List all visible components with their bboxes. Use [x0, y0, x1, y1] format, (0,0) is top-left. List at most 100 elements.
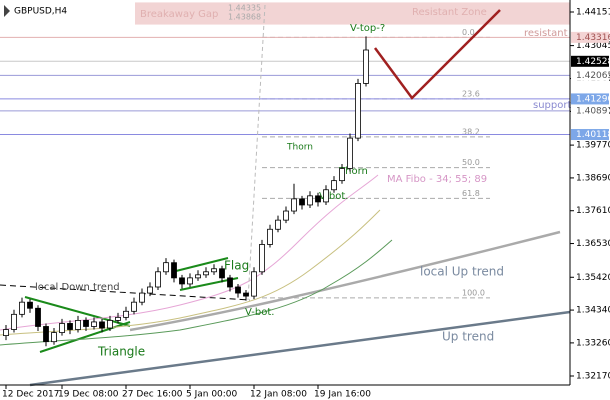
- y-tick-label: 1.32170: [576, 372, 610, 382]
- ma-89: [0, 239, 393, 346]
- zone-label: Breakaway Gap: [140, 9, 218, 20]
- up-trend-line: [29, 310, 571, 387]
- candle-body: [339, 168, 345, 182]
- fibo-label: 23.6: [462, 89, 480, 98]
- gap-zone: [135, 2, 570, 25]
- candle-body: [291, 198, 297, 212]
- candle-body: [355, 83, 361, 139]
- price-level-label: 1.42065: [576, 71, 610, 81]
- annotation: local Down trend: [35, 282, 120, 293]
- local-down-trend-line: [0, 284, 251, 301]
- local-up-trend-line: [129, 230, 561, 332]
- candle-body: [211, 268, 217, 273]
- price-level-label: 1.43316: [576, 33, 610, 43]
- projection-v: [373, 9, 501, 100]
- candle-body: [59, 323, 65, 333]
- candle-body: [107, 320, 113, 329]
- zone-label: Resistant Zone: [412, 7, 487, 18]
- candle-body: [283, 210, 289, 221]
- x-tick-label: 12 Jan 08:00: [250, 390, 307, 400]
- candle-body: [83, 320, 89, 327]
- candle-body: [11, 313, 17, 330]
- annotation: Thorn: [286, 143, 313, 153]
- gap-guide: [247, 4, 266, 301]
- candle-body: [267, 228, 273, 245]
- annotation: support: [533, 100, 571, 111]
- candle-body: [195, 274, 201, 279]
- candle-body: [299, 198, 305, 206]
- candle-body: [155, 271, 161, 288]
- price-level-label: 1.40897: [576, 106, 610, 116]
- candle-body: [163, 262, 169, 273]
- candle-body: [235, 286, 241, 294]
- candle-body: [251, 271, 257, 297]
- candle-body: [203, 271, 209, 276]
- candle-body: [259, 244, 265, 273]
- x-tick-label: 12 Dec 2017: [2, 390, 60, 400]
- candle-body: [27, 301, 33, 309]
- price-level-label-bg: [571, 69, 609, 81]
- candle-body: [219, 268, 225, 279]
- candle-body: [147, 286, 153, 294]
- fibo-label: 100.0: [462, 288, 485, 297]
- candle-body: [3, 329, 9, 336]
- candle-body: [307, 195, 313, 206]
- annotation: Triangle: [97, 345, 145, 359]
- annotation: MA Fibo - 34; 55; 89: [387, 174, 487, 185]
- candle-body: [35, 307, 41, 327]
- candle-body: [139, 292, 145, 303]
- y-tick-label: 1.43045: [576, 41, 610, 51]
- candle-body: [179, 277, 185, 285]
- annotation: Up trend: [442, 330, 494, 344]
- x-tick-label: 5 Jan 00:00: [186, 390, 238, 400]
- fibo-label: 38.2: [462, 127, 480, 136]
- candle-body: [187, 277, 193, 285]
- x-tick-label: 19 Jan 16:00: [314, 390, 371, 400]
- candle-body: [275, 219, 281, 230]
- candle-body: [131, 301, 137, 312]
- annotation: V-top-?: [350, 23, 385, 34]
- y-tick-label: 1.37610: [576, 206, 610, 216]
- price-level-label-bg: [571, 105, 609, 117]
- price-level-label: 1.40118: [576, 130, 610, 140]
- y-tick-label: 1.33260: [576, 338, 610, 348]
- candle-body: [243, 292, 249, 297]
- fibo-label: 50.0: [462, 158, 480, 167]
- ma-55: [0, 209, 381, 336]
- price-level-label-bg: [571, 55, 609, 67]
- candle-body: [91, 321, 97, 327]
- gap-top-label: 1.44335: [228, 4, 261, 13]
- price-level-label-bg: [571, 93, 609, 105]
- annotation: V-bot.: [245, 307, 274, 318]
- y-tick-label: 1.39770: [576, 141, 610, 151]
- fibo-label: 61.8: [462, 189, 480, 198]
- x-tick-label: 27 Dec 16:00: [122, 390, 183, 400]
- fibo-label: 0.0: [462, 28, 475, 37]
- candle-body: [75, 320, 81, 330]
- candle-body: [43, 326, 49, 343]
- price-level-label-bg: [571, 129, 609, 141]
- y-tick-label: 1.35420: [576, 273, 610, 283]
- annotation: Thorn: [338, 166, 368, 177]
- candle-body: [67, 323, 73, 330]
- candle-body: [115, 316, 121, 321]
- y-tick-label: 1.38690: [576, 173, 610, 183]
- candle-body: [19, 301, 25, 315]
- candle-body: [123, 310, 129, 318]
- annotation: local Up trend: [420, 265, 504, 279]
- candle-body: [347, 137, 353, 169]
- gap-bottom-label: 1.43868: [228, 13, 261, 22]
- candle-body: [315, 195, 321, 203]
- y-tick-label: 1.34340: [576, 306, 610, 316]
- price-level-label: 1.42528: [576, 57, 610, 67]
- candle-body: [331, 180, 337, 191]
- annotation: V-bot.: [319, 191, 348, 202]
- candle-body: [171, 262, 177, 279]
- price-level-label: 1.41290: [576, 94, 610, 104]
- y-tick-label: 1.44151: [576, 8, 610, 18]
- candle-body: [51, 332, 57, 343]
- symbol-icon: [4, 5, 10, 17]
- price-level-label-bg: [571, 31, 609, 43]
